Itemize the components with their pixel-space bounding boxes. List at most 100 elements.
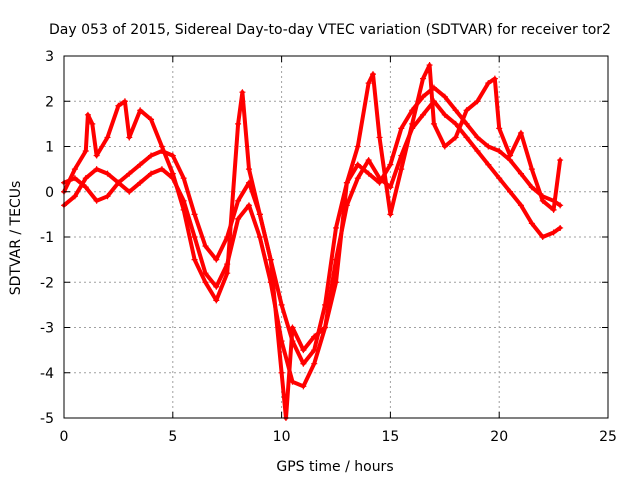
data-point	[137, 179, 144, 186]
data-point	[93, 166, 100, 173]
data-point	[104, 170, 111, 177]
y-tick-label: 1	[45, 140, 54, 156]
data-point	[235, 120, 242, 127]
y-tick-label: 3	[45, 49, 54, 65]
data-point	[333, 279, 339, 286]
data-point	[557, 224, 564, 231]
data-point	[202, 270, 209, 277]
data-point	[245, 166, 252, 173]
data-point	[474, 134, 481, 141]
data-point	[550, 229, 557, 236]
data-point	[491, 75, 498, 82]
data-point	[213, 297, 220, 304]
data-point	[485, 143, 492, 150]
data-point	[322, 324, 329, 331]
data-point	[180, 206, 187, 213]
data-point	[311, 360, 318, 367]
data-point	[278, 301, 285, 308]
data-point	[89, 120, 96, 127]
data-point	[93, 152, 100, 159]
data-point	[409, 120, 416, 127]
data-point	[169, 170, 176, 177]
data-point	[387, 211, 394, 218]
data-point	[191, 256, 198, 263]
data-point	[387, 161, 394, 168]
data-point	[300, 383, 307, 390]
data-point	[452, 107, 459, 114]
data-point	[550, 206, 557, 213]
data-point	[289, 324, 296, 331]
data-point	[158, 166, 165, 173]
data-point	[104, 134, 111, 141]
data-point	[528, 184, 535, 191]
data-point	[300, 360, 307, 367]
data-point	[398, 166, 405, 173]
data-point	[354, 161, 361, 168]
data-point	[420, 111, 427, 118]
data-point	[539, 234, 546, 240]
data-point	[235, 215, 242, 222]
x-tick-label: 5	[168, 429, 177, 445]
data-point	[485, 161, 492, 168]
data-point	[496, 125, 503, 132]
data-point	[93, 197, 100, 204]
data-point	[420, 93, 427, 100]
data-point	[528, 220, 535, 227]
series-layer	[61, 62, 564, 421]
data-point	[420, 75, 427, 82]
data-point	[474, 148, 481, 155]
data-point	[430, 120, 437, 127]
data-point	[507, 188, 514, 195]
y-tick-label: 2	[45, 94, 54, 110]
data-point	[517, 129, 524, 136]
data-point	[224, 270, 231, 277]
data-point	[278, 369, 285, 376]
data-point	[496, 175, 503, 182]
data-point	[213, 256, 220, 263]
x-axis: 0 5 10 15 20 25	[60, 56, 617, 445]
data-point	[256, 234, 263, 240]
data-point	[71, 166, 78, 173]
x-tick-label: 10	[273, 429, 291, 445]
data-point	[441, 143, 448, 150]
data-point	[180, 175, 187, 182]
data-point	[137, 161, 144, 168]
data-point	[452, 134, 459, 141]
data-point	[169, 152, 176, 159]
data-point	[104, 193, 111, 200]
y-tick-label: -3	[40, 321, 54, 337]
data-point	[191, 234, 198, 240]
data-point	[235, 197, 242, 204]
data-point	[115, 102, 122, 109]
data-point	[557, 157, 564, 164]
data-point	[121, 98, 128, 105]
data-point	[463, 107, 470, 114]
data-point	[354, 143, 361, 150]
x-tick-label: 15	[381, 429, 399, 445]
y-tick-label: 0	[45, 185, 54, 201]
data-point	[202, 279, 209, 286]
data-point	[507, 152, 514, 159]
data-point	[441, 111, 448, 118]
data-point	[557, 202, 564, 209]
y-tick-label: -4	[40, 366, 54, 382]
data-point	[463, 120, 470, 127]
data-point	[82, 175, 89, 182]
x-tick-label: 25	[599, 429, 617, 445]
data-point	[148, 152, 155, 159]
data-point	[517, 170, 524, 177]
data-point	[148, 116, 155, 123]
series-track-a	[61, 84, 564, 367]
data-point	[148, 170, 155, 177]
series-track-c	[61, 62, 564, 421]
data-point	[354, 175, 361, 182]
data-point	[126, 134, 133, 141]
data-point	[191, 211, 198, 218]
chart-title: Day 053 of 2015, Sidereal Day-to-day VTE…	[49, 22, 611, 38]
data-point	[115, 179, 122, 186]
x-axis-label: GPS time / hours	[276, 459, 393, 475]
data-point	[245, 202, 252, 209]
data-point	[82, 184, 89, 191]
data-point	[333, 224, 339, 231]
data-point	[539, 197, 546, 204]
